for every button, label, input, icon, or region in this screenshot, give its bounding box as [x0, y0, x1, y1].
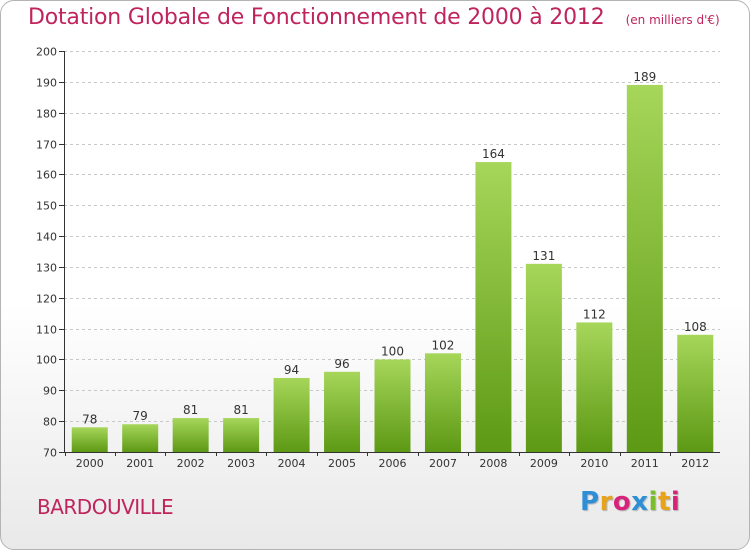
proxiti-logo: Proxiti	[580, 487, 680, 517]
bar	[626, 84, 663, 452]
y-tick-label: 170	[36, 139, 57, 152]
y-tick-label: 70	[43, 447, 57, 460]
x-tick-label: 2007	[429, 457, 457, 470]
bar-value-label: 81	[233, 403, 248, 417]
y-tick-label: 90	[43, 385, 57, 398]
bar-value-label: 96	[334, 357, 349, 371]
y-tick-label: 110	[36, 324, 57, 337]
x-tick-label: 2003	[227, 457, 255, 470]
logo-letter: P	[580, 487, 600, 517]
commune-name: BARDOUVILLE	[37, 495, 174, 519]
logo-letter: r	[599, 487, 613, 517]
bar-value-label: 164	[482, 147, 505, 161]
bar-value-label: 81	[183, 403, 198, 417]
bar-value-label: 94	[284, 363, 299, 377]
bar-value-label: 112	[583, 307, 606, 321]
labels: 7080901001101201301401501601701801902007…	[36, 46, 709, 471]
bar-value-label: 100	[381, 344, 404, 358]
bar	[374, 359, 411, 452]
logo-letter: x	[631, 487, 649, 517]
x-tick-label: 2012	[681, 457, 709, 470]
x-tick-label: 2009	[530, 457, 558, 470]
bar-value-label: 108	[684, 320, 707, 334]
x-tick-label: 2004	[278, 457, 306, 470]
logo-letter: i	[648, 487, 658, 517]
bar	[576, 322, 613, 452]
x-tick-label: 2010	[580, 457, 608, 470]
logo-letter: o	[612, 487, 632, 517]
x-tick-label: 2005	[328, 457, 356, 470]
y-tick-label: 150	[36, 200, 57, 213]
title-row: Dotation Globale de Fonctionnement de 20…	[28, 5, 720, 30]
y-tick-label: 140	[36, 231, 57, 244]
bars	[71, 84, 714, 453]
y-tick-label: 190	[36, 77, 57, 90]
bar-value-label: 131	[532, 249, 555, 263]
bar	[122, 424, 159, 452]
y-tick-label: 100	[36, 354, 57, 367]
bar	[223, 418, 260, 452]
y-tick-label: 130	[36, 262, 57, 275]
bar	[71, 427, 108, 452]
bar	[525, 263, 562, 452]
x-tick-label: 2011	[631, 457, 659, 470]
bar-value-label: 79	[133, 409, 148, 423]
bar	[324, 371, 361, 452]
y-tick-label: 80	[43, 416, 57, 429]
y-tick-label: 180	[36, 108, 57, 121]
logo-letter: t	[657, 487, 671, 517]
bar	[677, 334, 714, 452]
x-tick-label: 2001	[126, 457, 154, 470]
bar	[475, 162, 512, 453]
chart-unit: (en milliers d'€)	[625, 13, 720, 27]
x-tick-label: 2000	[76, 457, 104, 470]
y-tick-label: 160	[36, 169, 57, 182]
bar-value-label: 78	[82, 412, 97, 426]
y-tick-label: 200	[36, 46, 57, 59]
chart-title: Dotation Globale de Fonctionnement de 20…	[28, 5, 605, 30]
bar	[273, 377, 310, 452]
bar	[424, 353, 461, 452]
axes	[59, 51, 720, 456]
bar-value-label: 102	[432, 338, 455, 352]
logo-letter: i	[670, 487, 681, 517]
x-tick-label: 2008	[479, 457, 507, 470]
bar	[172, 418, 209, 452]
x-tick-label: 2002	[177, 457, 205, 470]
x-tick-label: 2006	[379, 457, 407, 470]
y-tick-label: 120	[36, 293, 57, 306]
bar-value-label: 189	[633, 70, 656, 84]
